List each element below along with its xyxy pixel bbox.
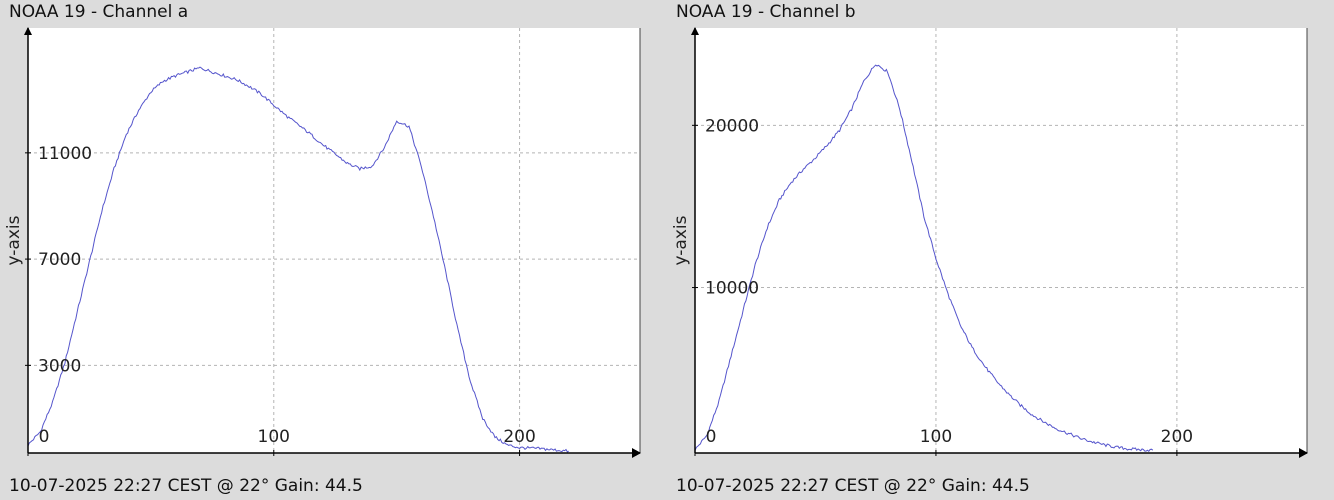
chart-title: NOAA 19 - Channel a — [9, 2, 189, 22]
plot-area — [28, 28, 640, 453]
chart-canvas: 0 100 200 3000 7000 11000 y-axis — [4, 27, 641, 458]
chart-footer-status: 10-07-2025 22:27 CEST @ 22° Gain: 44.5 — [676, 476, 1030, 496]
chart-canvas: 0 100 200 10000 20000 y-axis — [671, 27, 1308, 458]
x-tick-label: 200 — [1161, 427, 1193, 447]
chart-title: NOAA 19 - Channel b — [676, 2, 856, 22]
x-tick-label: 0 — [39, 427, 50, 447]
y-tick-label: 11000 — [38, 144, 92, 164]
y-axis-label: y-axis — [671, 215, 691, 265]
y-axis-arrow — [24, 27, 32, 35]
y-tick-label: 20000 — [705, 116, 759, 136]
x-tick-label: 100 — [920, 427, 952, 447]
y-axis-arrow — [691, 27, 699, 35]
y-tick-label: 3000 — [38, 356, 81, 376]
data-line — [694, 64, 1154, 453]
x-axis-arrow — [1299, 448, 1308, 458]
y-tick-label: 10000 — [705, 279, 759, 299]
x-tick-label: 0 — [706, 427, 717, 447]
chart-footer-status: 10-07-2025 22:27 CEST @ 22° Gain: 44.5 — [9, 476, 363, 496]
plot-area — [695, 28, 1307, 453]
y-tick-label: 7000 — [38, 250, 81, 270]
chart-panel-channel-a: NOAA 19 - Channel a 0 100 200 3000 7000 11000… — [4, 2, 641, 496]
x-tick-label: 200 — [503, 427, 535, 447]
x-axis-arrow — [632, 448, 641, 458]
x-tick-label: 100 — [258, 427, 290, 447]
chart-panel-channel-b: NOAA 19 - Channel b 0 100 200 10000 20000 y-a… — [667, 0, 1334, 500]
y-axis-label: y-axis — [4, 215, 24, 265]
data-line — [27, 66, 569, 453]
